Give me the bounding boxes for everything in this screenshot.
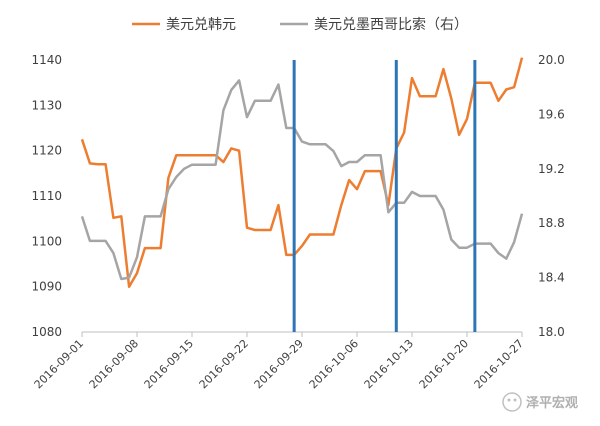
x-tick-label: 2016-10-13 [362, 337, 416, 391]
x-tick-label: 2016-10-06 [307, 337, 361, 391]
x-tick-label: 2016-09-22 [197, 337, 251, 391]
watermark-text: 泽平宏观 [526, 395, 578, 411]
wechat-logo-dot-icon [507, 398, 511, 402]
watermark: 泽平宏观 [502, 392, 578, 412]
left-tick-label: 1110 [31, 189, 62, 203]
right-tick-label: 18.0 [538, 325, 565, 339]
x-tick-label: 2016-10-27 [472, 337, 526, 391]
x-tick-label: 2016-09-15 [142, 337, 196, 391]
legend: 美元兑韩元 美元兑墨西哥比索（右） [132, 16, 468, 33]
left-tick-label: 1140 [31, 53, 62, 67]
series-line-krw [80, 57, 524, 288]
right-tick-label: 19.6 [538, 107, 565, 121]
left-tick-label: 1120 [31, 144, 62, 158]
x-tick-label: 2016-09-01 [32, 337, 86, 391]
x-tick-label: 2016-09-08 [87, 337, 141, 391]
left-tick-label: 1100 [31, 234, 62, 248]
right-tick-label: 20.0 [538, 53, 565, 67]
right-tick-label: 19.2 [538, 162, 565, 176]
left-tick-label: 1130 [31, 98, 62, 112]
left-axis: 1080 1090 1100 1110 1120 1130 1140 [31, 53, 62, 339]
legend-label-mxn: 美元兑墨西哥比索（右） [314, 16, 468, 33]
wechat-logo-dot2-icon [513, 398, 517, 402]
right-axis: 18.0 18.4 18.8 19.2 19.6 20.0 [538, 53, 565, 339]
right-tick-label: 18.8 [538, 216, 565, 230]
wechat-logo-icon [502, 392, 522, 412]
x-axis: 2016-09-01 2016-09-08 2016-09-15 2016-09-22… [32, 332, 526, 391]
marker-lines [292, 60, 477, 332]
right-tick-label: 18.4 [538, 271, 565, 285]
left-tick-label: 1090 [31, 280, 62, 294]
legend-label-krw: 美元兑韩元 [166, 17, 236, 33]
left-tick-label: 1080 [31, 325, 62, 339]
series-layer [80, 57, 524, 288]
x-tick-label: 2016-09-29 [252, 337, 306, 391]
series-line-mxn [80, 79, 524, 281]
x-tick-label: 2016-10-20 [417, 337, 471, 391]
